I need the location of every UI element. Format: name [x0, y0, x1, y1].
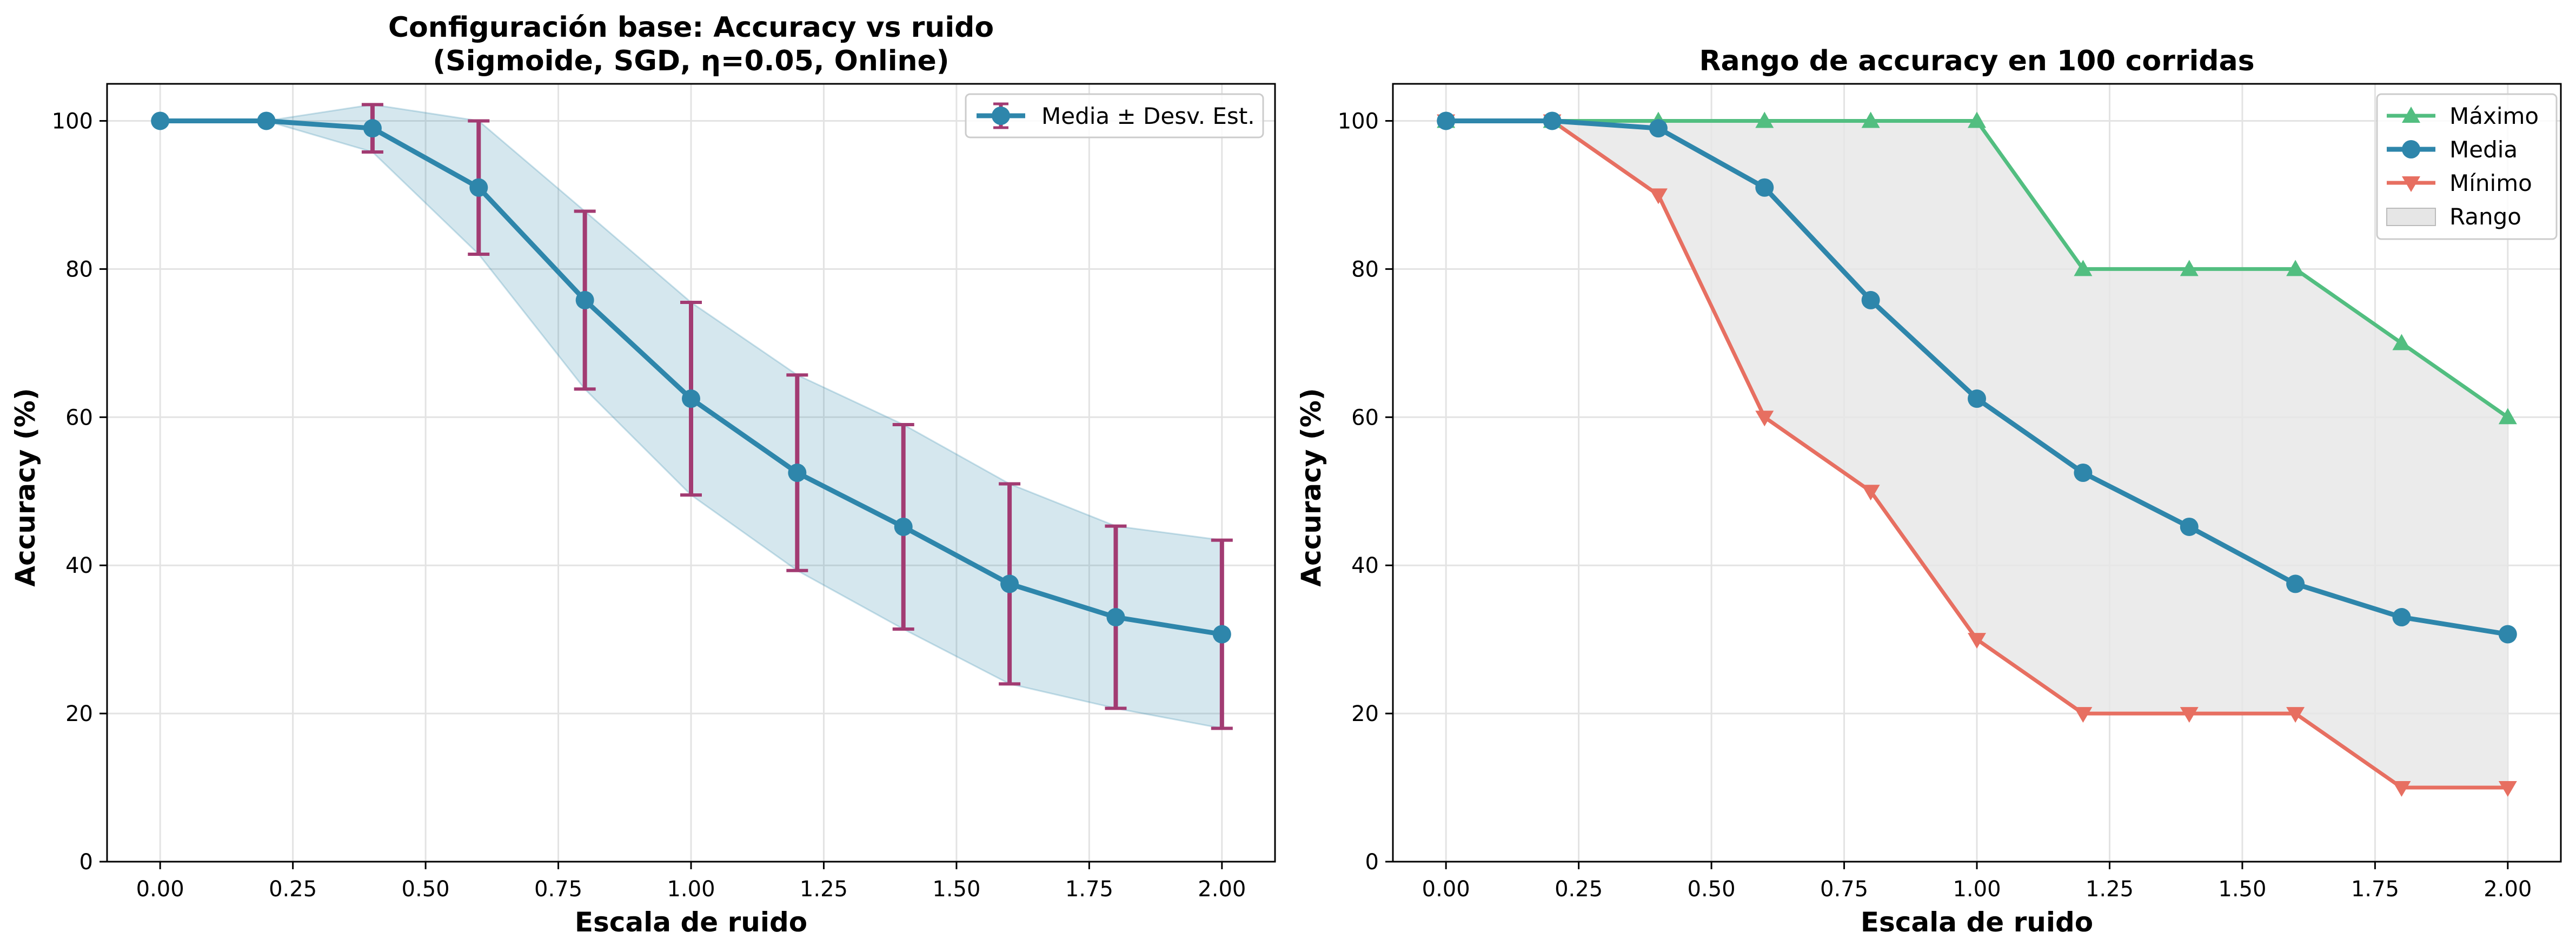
mean-point	[1000, 574, 1019, 593]
legend-label-mean: Media	[2449, 136, 2518, 163]
legend: Máximo Media Mínimo Rango	[2376, 93, 2558, 240]
y-tick-label: 20	[1351, 702, 1379, 726]
chart-panel-range: 0.00 0.25 0.50 0.75 1.00 1.25 1.50 1.75 2.00 0 20 4…	[1296, 45, 2562, 938]
axis-ticks: 0.00 0.25 0.50 0.75 1.00 1.25 1.50 1.75 2.00 0 20 4…	[1338, 109, 2532, 902]
y-tick-label: 0	[1365, 850, 1379, 875]
mean-point	[1755, 178, 1774, 197]
mean-point	[469, 178, 488, 197]
mean-point	[1543, 111, 1562, 130]
x-tick-label: 0.00	[136, 877, 184, 902]
chart-title-line1: Configuración base: Accuracy vs ruido	[388, 11, 994, 44]
mean-point	[788, 464, 807, 482]
mean-point	[1968, 389, 1986, 408]
x-tick-label: 1.00	[667, 877, 715, 902]
mean-point	[1106, 608, 1125, 627]
range-band	[1446, 121, 2508, 788]
min-point	[1755, 411, 1774, 427]
y-tick-label: 60	[65, 405, 93, 430]
min-point	[1968, 633, 1986, 649]
x-tick-label: 0.50	[1688, 877, 1736, 902]
mean-point	[2074, 464, 2093, 482]
legend-marker-mean	[992, 107, 1010, 125]
max-point	[2392, 334, 2411, 351]
axis-ticks: 0.00 0.25 0.50 0.75 1.00 1.25 1.50 1.75 2.00 0 20 4…	[52, 109, 1246, 902]
mean-point	[363, 119, 382, 138]
x-tick-label: 1.00	[1953, 877, 2001, 902]
y-tick-label: 60	[1351, 405, 1379, 430]
mean-point	[1437, 111, 1456, 130]
mean-point	[1649, 119, 1668, 138]
chart-title: Rango de accuracy en 100 corridas	[1699, 45, 2254, 77]
min-point	[2392, 781, 2411, 797]
mean-point	[2498, 625, 2517, 644]
legend-marker-mean	[2402, 140, 2420, 158]
x-tick-label: 0.00	[1422, 877, 1470, 902]
mean-point	[1861, 290, 1880, 309]
x-tick-label: 0.50	[402, 877, 450, 902]
y-tick-label: 0	[79, 850, 93, 875]
mean-point	[2286, 574, 2305, 593]
x-tick-label: 1.75	[1065, 877, 1113, 902]
x-axis-label: Escala de ruido	[1861, 907, 2093, 938]
data-points	[1437, 111, 2517, 797]
range-band-area	[1446, 121, 2508, 788]
min-point	[1649, 188, 1668, 204]
x-tick-label: 1.75	[2351, 877, 2399, 902]
x-tick-label: 1.50	[2218, 877, 2266, 902]
x-tick-label: 0.25	[1555, 877, 1603, 902]
data-points	[151, 111, 1231, 644]
mean-point	[894, 517, 913, 536]
max-point	[1968, 111, 1986, 128]
min-point	[2074, 707, 2093, 723]
min-point	[1861, 485, 1880, 501]
min-point	[2498, 781, 2517, 797]
x-tick-label: 0.75	[1820, 877, 1868, 902]
mean-point	[151, 111, 170, 130]
legend-label-min: Mínimo	[2449, 170, 2532, 196]
x-axis-label: Escala de ruido	[575, 907, 807, 938]
legend-box	[965, 93, 1264, 138]
chart-title-line2: (Sigmoide, SGD, η=0.05, Online)	[433, 45, 949, 77]
y-tick-label: 20	[65, 702, 93, 726]
legend-box	[2376, 93, 2558, 240]
legend-label-mean: Media ± Desv. Est.	[1041, 103, 1255, 129]
max-point	[1755, 111, 1774, 128]
chart-panel-mean-std: 0.00 0.25 0.50 0.75 1.00 1.25 1.50 1.75 2.00 0 20 4…	[10, 11, 1276, 938]
max-point	[2286, 260, 2305, 276]
x-tick-label: 0.75	[534, 877, 582, 902]
y-tick-label: 100	[52, 109, 93, 134]
min-point	[2180, 707, 2199, 723]
mean-point	[1212, 625, 1231, 644]
y-tick-label: 40	[1351, 553, 1379, 578]
max-point	[2180, 260, 2199, 276]
mean-point	[2392, 608, 2411, 627]
mean-point	[2180, 517, 2199, 536]
x-tick-label: 2.00	[1198, 877, 1246, 902]
max-point	[1861, 111, 1880, 128]
mean-point	[682, 389, 700, 408]
max-point	[2498, 408, 2517, 425]
legend-marker-min	[2402, 176, 2420, 192]
mean-point	[575, 290, 594, 309]
min-point	[2286, 707, 2305, 723]
mean-point	[257, 111, 276, 130]
y-tick-label: 80	[1351, 257, 1379, 282]
y-axis-label: Accuracy (%)	[10, 388, 41, 586]
x-tick-label: 1.50	[932, 877, 980, 902]
legend-label-max: Máximo	[2449, 103, 2539, 129]
x-tick-label: 1.25	[2086, 877, 2134, 902]
legend-label-range: Rango	[2449, 203, 2521, 230]
y-tick-label: 40	[65, 553, 93, 578]
x-tick-label: 0.25	[269, 877, 317, 902]
x-tick-label: 1.25	[800, 877, 848, 902]
legend: Media ± Desv. Est.	[965, 93, 1264, 138]
y-axis-label: Accuracy (%)	[1296, 388, 1327, 586]
y-tick-label: 100	[1338, 109, 1379, 134]
x-tick-label: 2.00	[2484, 877, 2532, 902]
legend-marker-max	[2402, 107, 2420, 123]
legend-swatch-range	[2386, 208, 2436, 226]
max-point	[2074, 260, 2093, 276]
y-tick-label: 80	[65, 257, 93, 282]
